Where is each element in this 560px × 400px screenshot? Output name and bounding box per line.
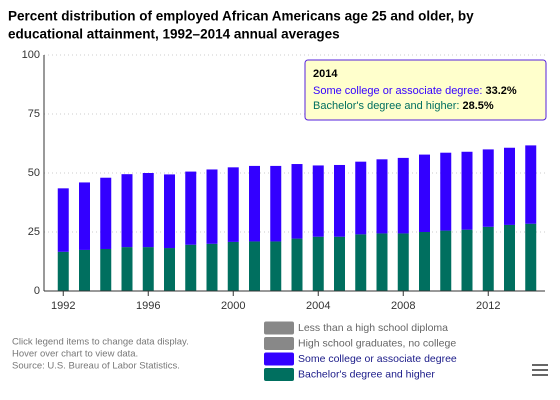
note: Hover over chart to view data. xyxy=(12,349,138,360)
bar-segment xyxy=(419,232,430,291)
x-tick-label: 1992 xyxy=(51,300,75,312)
legend-label: High school graduates, no college xyxy=(298,337,456,349)
bar-segment xyxy=(227,167,239,242)
bar-segment xyxy=(312,236,324,291)
tooltip-sep: : xyxy=(479,85,485,97)
legend-swatch xyxy=(264,321,294,335)
bar-segment xyxy=(482,226,494,291)
tooltip-sep: : xyxy=(456,100,462,112)
bar-segment xyxy=(334,236,345,291)
tooltip: 2014 Some college or associate degree: 33… xyxy=(304,59,547,121)
bar-segment xyxy=(142,247,154,291)
bar-segment xyxy=(249,241,260,291)
bar-segment xyxy=(121,174,133,248)
x-tick-label: 2012 xyxy=(476,300,500,312)
bar-segment xyxy=(57,188,69,252)
bar-segment xyxy=(461,229,473,291)
note: Source: U.S. Bureau of Labor Statistics. xyxy=(12,361,180,372)
y-tick-label: 0 xyxy=(34,285,40,297)
bar-segment xyxy=(57,251,69,291)
tooltip-title: 2014 xyxy=(313,68,338,80)
y-tick-label: 75 xyxy=(28,108,40,120)
y-tick-label: 25 xyxy=(28,226,40,238)
bar-segment xyxy=(79,182,90,250)
bar-segment xyxy=(100,248,112,291)
bar-segment xyxy=(79,249,90,291)
bar-segment xyxy=(270,241,282,291)
y-tick-label: 50 xyxy=(28,167,40,179)
tooltip-name: Bachelor's degree and higher xyxy=(313,100,457,112)
bar-segment xyxy=(376,159,388,234)
legend-swatch xyxy=(264,352,294,366)
bar-segment xyxy=(185,244,197,291)
bar-segment xyxy=(249,165,260,242)
bar-segment xyxy=(419,154,430,232)
tooltip-value: 33.2% xyxy=(485,85,516,97)
menu-icon[interactable] xyxy=(530,362,550,378)
bar-segment xyxy=(504,147,515,225)
legend-label: Less than a high school diploma xyxy=(298,322,448,334)
legend-item[interactable]: Some college or associate degree xyxy=(264,352,457,366)
legend-item[interactable]: Less than a high school diploma xyxy=(264,321,448,335)
chart-title: Percent distribution of employed African… xyxy=(8,9,474,24)
tooltip-value: 28.5% xyxy=(463,100,494,112)
tooltip-name: Some college or associate degree xyxy=(313,85,479,97)
note: Click legend items to change data displa… xyxy=(12,337,189,348)
bar-segment xyxy=(440,230,452,291)
legend-label: Bachelor's degree and higher xyxy=(298,368,435,380)
bar-segment xyxy=(376,233,388,291)
bar-segment xyxy=(206,243,218,291)
legend-label: Some college or associate degree xyxy=(298,353,457,365)
x-tick-label: 2000 xyxy=(221,300,245,312)
bar-segment xyxy=(164,174,175,249)
tooltip-box xyxy=(304,59,547,121)
x-tick-label: 2008 xyxy=(391,300,415,312)
bar-segment xyxy=(397,233,409,291)
bar-segment xyxy=(185,171,197,245)
bar-segment xyxy=(525,223,537,291)
legend-swatch xyxy=(264,368,294,381)
bar-segment xyxy=(461,151,473,230)
bar-segment xyxy=(355,161,367,235)
legend-item[interactable]: High school graduates, no college xyxy=(264,337,456,350)
bar-segment xyxy=(440,152,452,231)
bar-segment xyxy=(227,241,239,291)
bar-segment xyxy=(164,248,175,291)
x-tick-label: 2004 xyxy=(306,300,330,312)
bar-segment xyxy=(291,238,303,291)
bar-segment xyxy=(482,149,494,227)
bar-segment xyxy=(504,224,515,291)
chart-title: educational attainment, 1992–2014 annual… xyxy=(8,27,340,42)
tooltip-item: Some college or associate degree: 33.2% xyxy=(313,85,517,97)
bar-segment xyxy=(206,169,218,244)
bar-segment xyxy=(100,177,112,249)
legend-item[interactable]: Bachelor's degree and higher xyxy=(264,368,435,381)
bar-segment xyxy=(142,173,154,248)
tooltip-item: Bachelor's degree and higher: 28.5% xyxy=(313,100,494,112)
x-tick-label: 1996 xyxy=(136,300,160,312)
legend-swatch xyxy=(264,337,294,350)
bar-segment xyxy=(334,164,345,237)
bar-segment xyxy=(312,165,324,237)
bar-segment xyxy=(270,165,282,242)
bar-segment xyxy=(397,157,409,234)
bar-segment xyxy=(355,234,367,291)
bar-segment xyxy=(525,145,537,224)
bar-segment xyxy=(121,247,133,291)
bar-segment xyxy=(291,164,303,239)
y-tick-label: 100 xyxy=(22,49,40,61)
